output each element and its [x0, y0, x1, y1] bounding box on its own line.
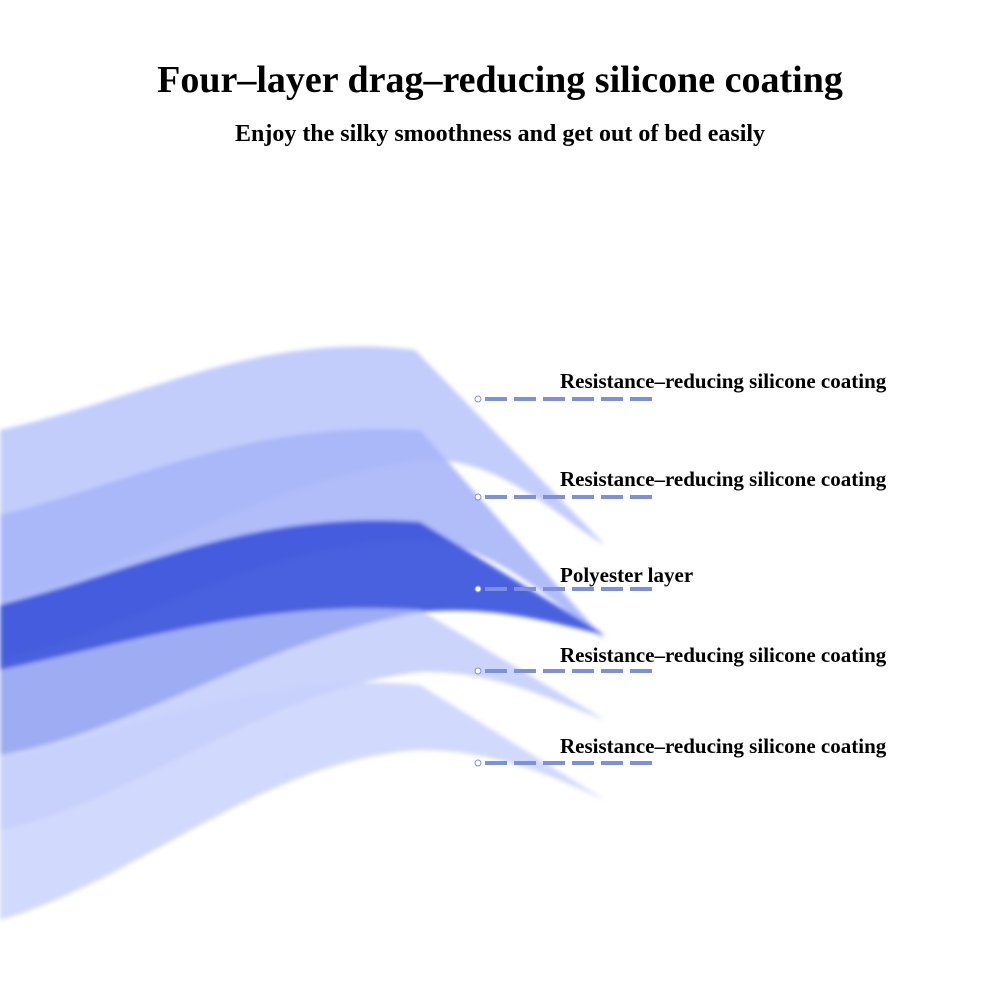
callout: Resistance–reducing silicone coating	[474, 734, 887, 767]
pointer-dot	[474, 493, 482, 501]
layer-shape	[0, 608, 605, 830]
pointer-dot	[474, 759, 482, 767]
pointer-dot	[474, 395, 482, 403]
callout: Resistance–reducing silicone coating	[474, 643, 887, 675]
subtitle: Enjoy the silky smoothness and get out o…	[235, 121, 765, 147]
callout: Resistance–reducing silicone coating	[474, 369, 887, 403]
pointer-dot	[474, 667, 482, 675]
title: Four–layer drag–reducing silicone coatin…	[157, 59, 843, 101]
layer-label: Polyester layer	[560, 563, 693, 587]
callouts: Resistance–reducing silicone coating Res…	[474, 369, 887, 767]
layer-label: Resistance–reducing silicone coating	[560, 734, 887, 758]
layer-label: Resistance–reducing silicone coating	[560, 369, 887, 393]
layer-label: Resistance–reducing silicone coating	[560, 643, 887, 667]
layers-illustration	[0, 346, 605, 920]
callout: Polyester layer	[474, 563, 693, 593]
pointer-dot	[474, 585, 482, 593]
layer-shape	[0, 682, 605, 920]
callout: Resistance–reducing silicone coating	[474, 467, 887, 501]
layer-label: Resistance–reducing silicone coating	[560, 467, 887, 491]
